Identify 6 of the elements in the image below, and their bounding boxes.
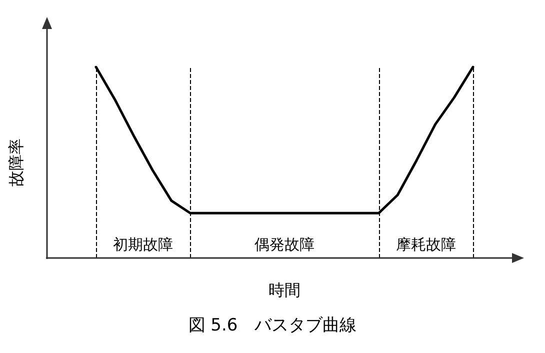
annotation: 摩耗故障 <box>396 236 456 254</box>
y-axis-title: 故障率 <box>6 138 26 186</box>
annotation: 偶発故障 <box>254 236 314 254</box>
text: 図 5.6 バスタブ曲線 <box>188 316 357 336</box>
x-axis-title: 時間 <box>268 280 300 300</box>
annotation: 初期故障 <box>113 236 174 254</box>
